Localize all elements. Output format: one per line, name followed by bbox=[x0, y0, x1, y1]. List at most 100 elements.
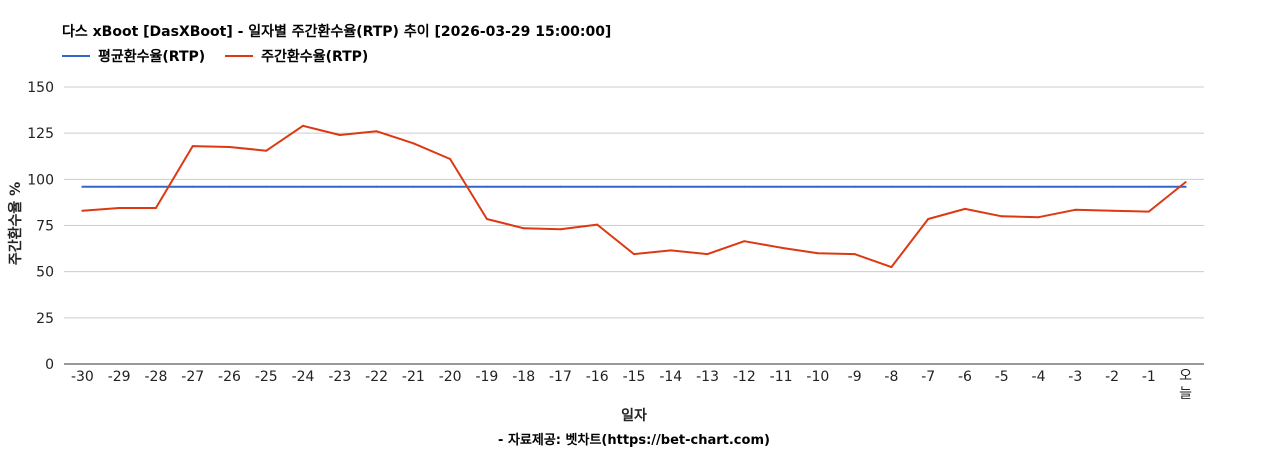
data-point bbox=[449, 185, 452, 188]
data-point bbox=[1000, 185, 1003, 188]
data-point bbox=[338, 185, 341, 188]
data-point bbox=[1037, 185, 1040, 188]
data-point bbox=[81, 185, 84, 188]
x-tick-label: -3 bbox=[1068, 369, 1082, 385]
data-point bbox=[669, 185, 672, 188]
chart-title: 다스 xBoot [DasXBoot] - 일자별 주간환수율(RTP) 추이 … bbox=[62, 24, 612, 40]
data-point bbox=[927, 218, 930, 221]
y-tick-label: 50 bbox=[36, 265, 54, 281]
data-point bbox=[559, 185, 562, 188]
x-tick-label: -4 bbox=[1032, 369, 1046, 385]
x-tick-label: -25 bbox=[255, 369, 278, 385]
data-point bbox=[228, 146, 231, 149]
data-point bbox=[1111, 209, 1114, 212]
x-tick-label: -9 bbox=[848, 369, 862, 385]
x-tick-label: -15 bbox=[623, 369, 646, 385]
x-tick-label: -8 bbox=[884, 369, 898, 385]
data-point bbox=[780, 246, 783, 249]
data-point bbox=[927, 185, 930, 188]
data-point bbox=[338, 134, 341, 137]
data-point bbox=[596, 185, 599, 188]
data-point bbox=[706, 185, 709, 188]
data-point bbox=[596, 223, 599, 226]
data-point bbox=[449, 158, 452, 161]
legend-swatch-average bbox=[62, 55, 90, 57]
data-point bbox=[743, 240, 746, 243]
data-point bbox=[485, 218, 488, 221]
data-point bbox=[1074, 208, 1077, 211]
x-tick-label: -18 bbox=[512, 369, 535, 385]
data-point bbox=[522, 185, 525, 188]
x-tick-label: -22 bbox=[365, 369, 388, 385]
x-tick-label: -24 bbox=[292, 369, 315, 385]
data-point bbox=[154, 206, 157, 209]
source-credit: - 자료제공: 벳차트(https://bet-chart.com) bbox=[498, 433, 770, 448]
x-tick-label: -21 bbox=[402, 369, 425, 385]
data-point bbox=[816, 252, 819, 255]
x-tick-label: -20 bbox=[439, 369, 462, 385]
x-tick-label: -16 bbox=[586, 369, 609, 385]
x-tick-label: -29 bbox=[108, 369, 131, 385]
data-point bbox=[706, 253, 709, 256]
legend-item-average[interactable]: 평균환수율(RTP) bbox=[62, 46, 205, 66]
data-point bbox=[1111, 185, 1114, 188]
x-tick-label: -6 bbox=[958, 369, 972, 385]
x-tick-label: -30 bbox=[71, 369, 94, 385]
y-tick-label: 100 bbox=[27, 172, 54, 188]
legend-item-weekly[interactable]: 주간환수율(RTP) bbox=[225, 46, 368, 66]
x-tick-label: -26 bbox=[218, 369, 241, 385]
data-point bbox=[191, 145, 194, 148]
series-line-weekly bbox=[82, 124, 1187, 269]
y-tick-label: 0 bbox=[45, 357, 54, 373]
x-tick-label: -13 bbox=[696, 369, 719, 385]
data-point bbox=[302, 124, 305, 127]
data-point bbox=[1037, 216, 1040, 219]
data-point bbox=[559, 228, 562, 231]
data-point bbox=[890, 185, 893, 188]
data-point bbox=[485, 185, 488, 188]
legend-label-average: 평균환수율(RTP) bbox=[98, 49, 206, 65]
y-tick-label: 25 bbox=[36, 311, 54, 327]
data-point bbox=[633, 253, 635, 256]
data-point bbox=[375, 185, 378, 188]
x-tick-label: -5 bbox=[995, 369, 1009, 385]
data-point bbox=[890, 266, 893, 269]
data-point bbox=[522, 227, 525, 230]
data-point bbox=[1184, 185, 1187, 188]
x-axis-title: 일자 bbox=[621, 408, 647, 424]
data-point bbox=[265, 185, 268, 188]
legend: 평균환수율(RTP) 주간환수율(RTP) bbox=[62, 46, 388, 66]
x-tick-label: -17 bbox=[549, 369, 572, 385]
data-point bbox=[1000, 215, 1003, 218]
y-tick-label: 125 bbox=[27, 126, 54, 142]
data-point bbox=[228, 185, 231, 188]
data-point bbox=[191, 185, 194, 188]
data-point bbox=[1147, 210, 1150, 213]
x-tick-label: -7 bbox=[921, 369, 935, 385]
data-point bbox=[412, 185, 415, 188]
data-point bbox=[853, 185, 856, 188]
x-tick-label: -1 bbox=[1142, 369, 1156, 385]
data-point bbox=[1074, 185, 1077, 188]
y-axis-title: 주간환수율 % bbox=[7, 182, 24, 265]
x-tick-label: -23 bbox=[328, 369, 351, 385]
data-point bbox=[743, 185, 746, 188]
data-point bbox=[853, 253, 856, 256]
x-tick-label: -11 bbox=[770, 369, 793, 385]
x-tick-label: -10 bbox=[806, 369, 829, 385]
data-point bbox=[118, 206, 121, 209]
x-tick-label: -27 bbox=[181, 369, 204, 385]
data-point bbox=[816, 185, 819, 188]
data-point bbox=[669, 249, 672, 252]
data-point bbox=[963, 185, 966, 188]
data-point bbox=[154, 185, 157, 188]
data-point bbox=[265, 149, 268, 152]
x-tick-label: -2 bbox=[1105, 369, 1119, 385]
data-point bbox=[375, 130, 378, 133]
x-tick-label: -14 bbox=[659, 369, 682, 385]
data-point bbox=[118, 185, 121, 188]
x-tick-label: -12 bbox=[733, 369, 756, 385]
x-tick-label: -19 bbox=[475, 369, 498, 385]
data-point bbox=[412, 142, 415, 145]
